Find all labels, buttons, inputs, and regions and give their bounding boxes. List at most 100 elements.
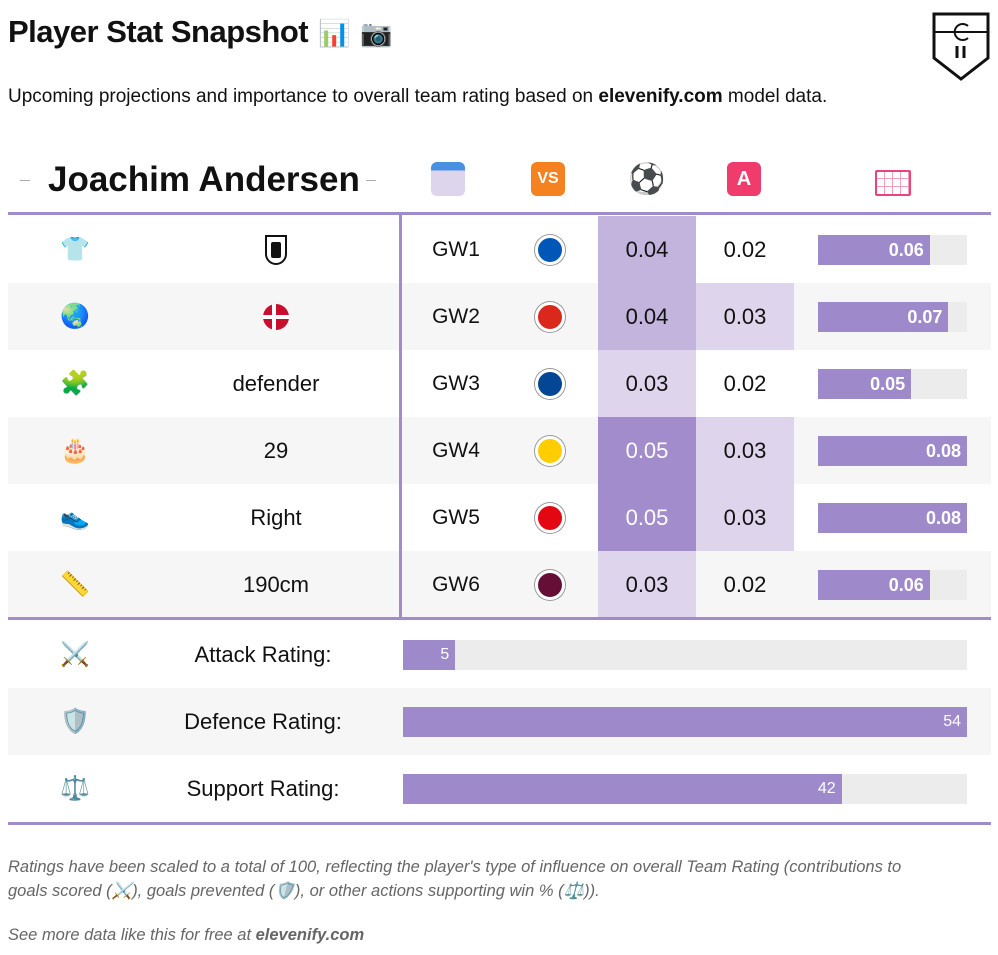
rating-bar-track: 54 [403, 707, 967, 737]
opponent-badge-icon [530, 417, 570, 484]
footnote-part: ), goals prevented ( [132, 882, 275, 900]
opponent-badge-icon [530, 551, 570, 618]
shield-icon: 🛡️ [274, 882, 295, 900]
rating-label: Attack Rating: [194, 641, 332, 667]
cake-icon: 🎂 [60, 437, 90, 464]
ratings-divider [8, 822, 991, 825]
xa-value: 0.03 [696, 484, 794, 551]
total-bar: 0.08 [818, 417, 967, 484]
xg-value: 0.03 [598, 350, 696, 417]
vs-icon-text: VS [537, 170, 559, 187]
footnote-line-1: Ratings have been scaled to a total of 1… [8, 858, 902, 876]
xa-value: 0.02 [723, 236, 767, 262]
see-more-text: See more data like this for free at [8, 926, 256, 944]
rating-label: Defence Rating: [184, 708, 342, 734]
table-row: 👕 GW1 0.04 0.02 0.06 [8, 216, 991, 283]
shirt-icon: 👕 [60, 236, 90, 263]
soccer-ball-icon: ⚽ [628, 162, 666, 196]
rating-bar-fill: 5 [403, 640, 456, 670]
rating-row: ⚖️ Support Rating: 42 [8, 755, 991, 822]
player-attribute [176, 216, 376, 283]
scales-icon: ⚖️ [563, 882, 585, 900]
divider [366, 180, 376, 181]
rating-label: Support Rating: [186, 775, 340, 801]
xg-value: 0.04 [598, 216, 696, 283]
table-row: 🧩 defender GW3 0.03 0.02 0.05 [8, 350, 991, 417]
footnote: Ratings have been scaled to a total of 1… [8, 855, 901, 903]
page-title: Player Stat Snapshot 📊 📷 [8, 14, 392, 50]
table-row: 👟 Right GW5 0.05 0.03 0.08 [8, 484, 991, 551]
header-divider [8, 212, 991, 215]
gameweek-label: GW2 [432, 304, 480, 328]
xa-value: 0.02 [723, 571, 767, 597]
crossed-swords-icon: ⚔️ [60, 641, 90, 668]
brand-link[interactable]: elevenify.com [255, 926, 365, 944]
total-bar-fill: 0.06 [818, 570, 930, 600]
xa-value: 0.02 [723, 370, 767, 396]
table-divider [8, 617, 991, 620]
opponent-badge-icon [530, 216, 570, 283]
assist-a-icon: A [727, 162, 761, 196]
rating-row: ⚔️ Attack Rating: 5 [8, 621, 991, 688]
total-bar-fill: 0.08 [818, 503, 967, 533]
player-attribute-value: Right [250, 504, 302, 530]
footnote-part: ), or other actions supporting win % ( [294, 882, 564, 900]
total-bar: 0.06 [818, 216, 967, 283]
xa-value: 0.03 [696, 417, 794, 484]
xg-value: 0.04 [598, 283, 696, 350]
rating-bar-track: 42 [403, 774, 967, 804]
total-bar-track: 0.06 [818, 570, 967, 600]
title-text: Player Stat Snapshot [8, 14, 309, 49]
xa-value: 0.03 [696, 283, 794, 350]
total-bar-track: 0.07 [818, 302, 967, 332]
player-attribute-value: 190cm [242, 571, 310, 597]
player-attribute: 29 [176, 417, 376, 484]
globe-icon: 🌏 [60, 303, 90, 330]
divider [20, 180, 30, 181]
total-bar-fill: 0.07 [818, 302, 949, 332]
shoe-icon: 👟 [60, 504, 90, 531]
rating-bar-fill: 42 [403, 774, 842, 804]
rating-bar-fill: 54 [403, 707, 967, 737]
total-bar-track: 0.06 [818, 235, 967, 265]
a-icon-text: A [736, 167, 752, 190]
player-attribute: 190cm [176, 551, 376, 618]
ruler-icon: 📏 [60, 571, 90, 598]
table-header: Joachim Andersen VS ⚽ A [0, 150, 998, 212]
player-attribute-value: defender [232, 370, 320, 396]
footnote-part: goals scored ( [8, 882, 112, 900]
scales-icon: ⚖️ [60, 775, 90, 802]
xg-value: 0.05 [598, 417, 696, 484]
opponent-badge-icon [530, 484, 570, 551]
subtitle-text: Upcoming projections and importance to o… [8, 86, 599, 107]
total-bar: 0.07 [818, 283, 967, 350]
player-attribute: Right [176, 484, 376, 551]
gameweek-label: GW1 [432, 237, 480, 261]
total-bar: 0.06 [818, 551, 967, 618]
player-name: Joachim Andersen [48, 160, 360, 199]
brand-link[interactable]: elevenify.com [598, 86, 723, 107]
table-row: 🌏 GW2 0.04 0.03 0.07 [8, 283, 991, 350]
gameweek-label: GW4 [432, 438, 480, 462]
table-row: 📏 190cm GW6 0.03 0.02 0.06 [8, 551, 991, 618]
elevenify-logo [932, 12, 990, 81]
opponent-badge-icon [530, 350, 570, 417]
rating-row: 🛡️ Defence Rating: 54 [8, 688, 991, 755]
total-bar: 0.08 [818, 484, 967, 551]
gameweek-label: GW6 [432, 572, 480, 596]
puzzle-icon: 🧩 [60, 370, 90, 397]
footnote-part: )). [584, 882, 600, 900]
total-bar-track: 0.08 [818, 436, 967, 466]
total-bar-fill: 0.05 [818, 369, 912, 399]
total-bar-fill: 0.08 [818, 436, 967, 466]
player-attribute: defender [176, 350, 376, 417]
table-row: 🎂 29 GW4 0.05 0.03 0.08 [8, 417, 991, 484]
bar-chart-icon: 📊 [318, 18, 350, 48]
player-attribute-value: 29 [263, 437, 289, 463]
player-attribute [176, 283, 376, 350]
column-divider [399, 215, 402, 618]
footnote-line-2: goals scored (⚔️), goals prevented (🛡️),… [8, 879, 901, 903]
subtitle: Upcoming projections and importance to o… [8, 86, 827, 108]
gameweek-label: GW5 [432, 505, 480, 529]
shield-icon: 🛡️ [60, 708, 90, 735]
